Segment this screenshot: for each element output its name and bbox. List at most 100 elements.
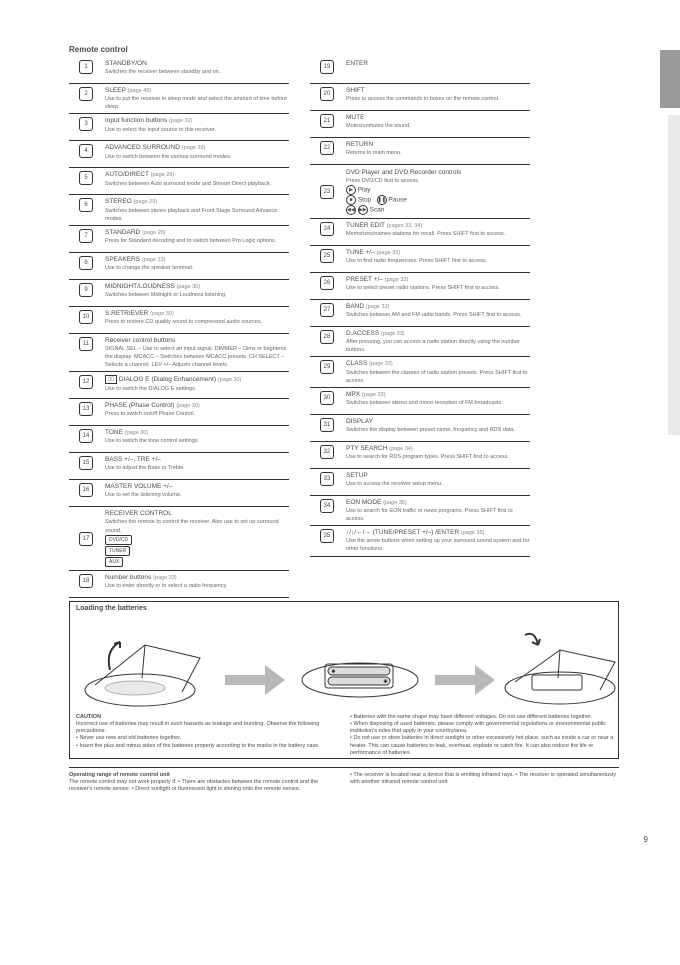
row-text: RECEIVER CONTROLSwitches the remote to c… xyxy=(103,510,289,567)
row-number: 9 xyxy=(79,283,93,297)
list-row: 21MUTEMutes/unmutes the sound. xyxy=(310,111,530,138)
row-number-cell: 24 xyxy=(310,222,344,236)
row-main: EON MODE xyxy=(346,499,381,506)
battery-caution-text: CAUTIONIncorrect use of batteries may re… xyxy=(70,714,620,757)
row-text: STEREO (page 29)Switches between stereo … xyxy=(103,198,289,222)
list-row: 2 SLEEP (page 49)Use to put the receiver … xyxy=(69,84,289,114)
list-row: 33 SETUPUse to access the receiver setup … xyxy=(310,469,530,496)
row-main: SLEEP xyxy=(105,87,126,94)
row-text: MPX (page 33)Switches between stereo and… xyxy=(344,391,530,407)
row-number: 33 xyxy=(320,472,334,486)
list-row: 10S.RETRIEVER (page 30)Press to restore … xyxy=(69,307,289,334)
list-row: 29CLASS (page 33)Switches between the cl… xyxy=(310,357,530,387)
list-row: 4 ADVANCED SURROUND (page 28)Use to switc… xyxy=(69,141,289,168)
row-text: STANDBY/ONSwitches the receiver between … xyxy=(103,60,289,76)
row-number: 2 xyxy=(79,87,93,101)
row-number-cell: 10 xyxy=(69,310,103,324)
row-text: BAND (page 33)Switches between AM and FM… xyxy=(344,303,530,319)
row-main: STEREO xyxy=(105,198,132,205)
row-main: DVD Player and DVD Recorder controls xyxy=(346,169,461,176)
row-text: SPEAKERS (page 13)Use to change the spea… xyxy=(103,256,289,272)
dolby-icon: ▯▯ xyxy=(105,375,117,384)
list-row: 7STANDARD (page 28)Press for Standard de… xyxy=(69,226,289,253)
row-main: STANDARD xyxy=(105,229,140,236)
row-number: 24 xyxy=(320,222,334,236)
row-number-cell: 31 xyxy=(310,418,344,432)
rew-icon: ◀◀ xyxy=(346,205,356,215)
row-main: D.ACCESS xyxy=(346,330,379,337)
row-number: 4 xyxy=(79,144,93,158)
row-number-cell: 19 xyxy=(310,60,344,74)
row-number: 30 xyxy=(320,391,334,405)
side-tab-section xyxy=(660,50,680,108)
row-number: 5 xyxy=(79,171,93,185)
list-row: 11Receiver control buttonsSIGNAL SEL – U… xyxy=(69,334,289,373)
row-number: 18 xyxy=(79,574,93,588)
arrow-icon xyxy=(225,665,285,695)
row-main: Receiver control buttons xyxy=(105,337,175,344)
row-text: Input function buttons (page 32)Use to s… xyxy=(103,117,289,133)
row-number-cell: 4 xyxy=(69,144,103,158)
row-number-cell: 35 xyxy=(310,529,344,543)
row-number-cell: 11 xyxy=(69,337,103,351)
list-row: 32PTY SEARCH (page 34)Use to search for … xyxy=(310,442,530,469)
row-main: TUNE +/– xyxy=(346,249,375,256)
row-text: RETURNReturns to main menu. xyxy=(344,141,530,157)
row-number-cell: 28 xyxy=(310,330,344,344)
row-number: 17 xyxy=(79,532,93,546)
list-row: 8SPEAKERS (page 13)Use to change the spe… xyxy=(69,253,289,280)
row-number-cell: 15 xyxy=(69,456,103,470)
row-main: PHASE (Phase Control) xyxy=(105,402,174,409)
row-number: 31 xyxy=(320,418,334,432)
row-text: TUNE +/– (page 33)Use to find radio freq… xyxy=(344,249,530,265)
row-number-cell: 21 xyxy=(310,114,344,128)
list-row: 15BASS +/–, TRE +/–Use to adjust the Bas… xyxy=(69,453,289,480)
stop-icon: ■ xyxy=(346,195,356,205)
row-text: Receiver control buttonsSIGNAL SEL – Use… xyxy=(103,337,289,370)
row-main: CLASS xyxy=(346,360,367,367)
list-row: 12▯▯ DIALOG E (Dialog Enhancement) (page… xyxy=(69,372,289,399)
row-number: 20 xyxy=(320,87,334,101)
row-number-cell: 17 xyxy=(69,532,103,546)
list-row: 17 RECEIVER CONTROLSwitches the remote to… xyxy=(69,507,289,570)
ff-icon: ▶▶ xyxy=(358,205,368,215)
row-number: 27 xyxy=(320,303,334,317)
row-text: SLEEP (page 49)Use to put the receiver i… xyxy=(103,87,289,111)
page-title: Remote control xyxy=(69,45,624,54)
row-main: BAND xyxy=(346,303,364,310)
row-number-cell: 8 xyxy=(69,256,103,270)
row-number: 34 xyxy=(320,499,334,513)
left-column: 1STANDBY/ONSwitches the receiver between… xyxy=(69,57,289,598)
row-number: 6 xyxy=(79,198,93,212)
row-number-cell: 32 xyxy=(310,445,344,459)
row-main: ENTER xyxy=(346,60,368,67)
row-number-cell: 18 xyxy=(69,574,103,588)
row-main: MPX xyxy=(346,391,360,398)
row-number: 15 xyxy=(79,456,93,470)
battery-illustration: + + xyxy=(70,620,620,720)
row-main: TONE xyxy=(105,429,123,436)
source-pill: AUX xyxy=(105,557,123,567)
list-row: 14TONE (page 30)Use to switch the tone c… xyxy=(69,426,289,453)
row-text: TUNER EDIT (pages 33, 34)Memorizes/names… xyxy=(344,222,530,238)
row-number-cell: 27 xyxy=(310,303,344,317)
play-icon: ▶ xyxy=(346,185,356,195)
row-text: SETUPUse to access the receiver setup me… xyxy=(344,472,530,488)
row-number: 19 xyxy=(320,60,334,74)
row-text: ADVANCED SURROUND (page 28)Use to switch… xyxy=(103,144,289,160)
row-number-cell: 6 xyxy=(69,198,103,212)
row-main: DIALOG E (Dialog Enhancement) xyxy=(119,376,216,383)
row-text: SHIFTPress to access the commands in box… xyxy=(344,87,530,103)
row-main: SETUP xyxy=(346,472,368,479)
list-row: 6 STEREO (page 29)Switches between stereo… xyxy=(69,195,289,225)
row-text: MASTER VOLUME +/–Use to set the listenin… xyxy=(103,483,289,499)
row-main: RETURN xyxy=(346,141,373,148)
row-text: DVD Player and DVD Recorder controlsPres… xyxy=(344,169,530,215)
row-text: MUTEMutes/unmutes the sound. xyxy=(344,114,530,130)
row-number: 7 xyxy=(79,229,93,243)
row-text: PRESET +/– (page 33)Use to select preset… xyxy=(344,276,530,292)
row-number-cell: 3 xyxy=(69,117,103,131)
row-main: PTY SEARCH xyxy=(346,445,387,452)
row-number-cell: 20 xyxy=(310,87,344,101)
row-main: SHIFT xyxy=(346,87,365,94)
